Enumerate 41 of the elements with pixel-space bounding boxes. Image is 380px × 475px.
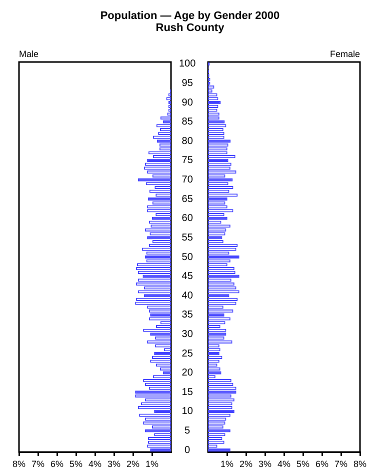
y-tick-label: 75 [182,155,194,166]
x-tick-label: 8% [353,458,367,469]
x-tick-label: 3% [107,458,121,469]
y-tick-label: 0 [184,444,191,456]
y-tick-label: 5 [184,426,191,437]
x-tick-label: 8% [12,458,26,469]
y-tick-label: 70 [182,174,194,186]
y-tick-label: 45 [182,271,194,282]
chart-subtitle: Rush County [154,22,226,34]
x-tick-label: 3% [258,458,272,469]
y-tick-label: 90 [182,97,194,108]
y-tick-label: 100 [179,58,196,70]
text: Male [19,48,39,59]
y-tick-label: 25 [182,348,194,360]
y-tick-label: 40 [182,290,194,302]
y-tick-label: 60 [182,213,194,224]
y-tick-label: 10 [182,406,194,418]
x-tick-label: 4% [277,458,291,469]
chart-title: Population — Age by Gender 2000 [99,10,281,22]
x-tick-label: 7% [334,458,348,469]
x-tick-label: 5% [69,458,83,469]
y-tick-label: 35 [182,310,194,321]
y-tick-label: 85 [182,116,194,128]
y-tick-label: 95 [182,78,194,89]
x-tick-label: 6% [50,458,64,469]
x-tick-label: 1% [145,458,159,469]
y-tick-label: 15 [182,386,194,398]
x-tick-label: 4% [88,458,102,469]
text: Female [330,48,360,59]
y-tick-label: 65 [182,194,194,205]
y-tick-label: 80 [182,136,194,147]
x-tick-label: 6% [315,458,329,469]
x-tick-label: 5% [296,458,310,469]
x-tick-label: 7% [31,458,45,469]
y-tick-label: 50 [182,252,194,263]
x-tick-label: 2% [239,458,253,469]
y-tick-label: 20 [182,368,194,379]
x-tick-label: 1% [220,458,234,469]
y-tick-label: 30 [182,328,194,340]
y-tick-label: 55 [182,232,194,244]
x-tick-label: 2% [126,458,140,469]
